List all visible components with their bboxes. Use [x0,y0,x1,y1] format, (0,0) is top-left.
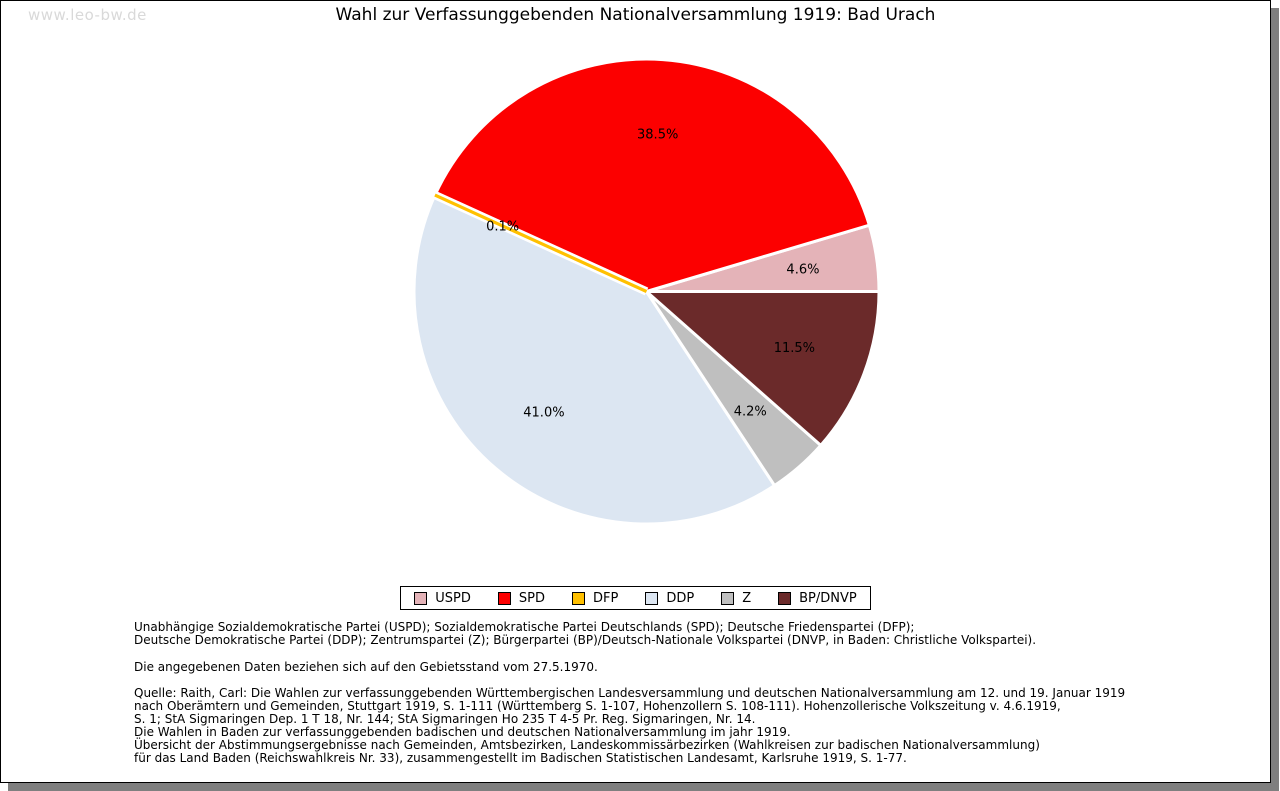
legend-label: DDP [666,590,695,606]
legend-item-Z: Z [721,591,751,606]
legend-label: DFP [593,590,619,606]
data-status-note: Die angegebenen Daten beziehen sich auf … [134,661,1230,674]
slice-percent-label-USPD: 4.6% [786,262,819,277]
legend-swatch-USPD [414,591,428,605]
watermark: www.leo-bw.de [28,6,147,24]
legend-swatch-Z [721,591,735,605]
pie-slice-BP-DNVP [645,290,881,447]
legend-label: BP/DNVP [799,590,857,606]
page-title: Wahl zur Verfassunggebenden Nationalvers… [335,5,936,25]
data-status-line: Die angegebenen Daten beziehen sich auf … [134,660,598,674]
legend-swatch-DFP [572,591,585,605]
legend-box: USPD SPD DFP DDP Z BP/DNVP [400,586,871,610]
legend-label: SPD [518,590,545,606]
slice-percent-label-DDP: 41.0% [523,405,564,420]
legend-swatch-SPD [497,591,511,605]
party-abbreviations-line2: Deutsche Demokratische Partei (DDP); Zen… [134,633,1037,647]
source-line: S. 1; StA Sigmaringen Dep. 1 T 18, Nr. 1… [134,712,756,726]
party-abbreviations-line1: Unabhängige Sozialdemokratische Partei (… [134,620,915,634]
slice-percent-label-DFP: 0.1% [486,219,519,234]
legend-swatch-DDP [645,591,659,605]
source-note: Quelle: Raith, Carl: Die Wahlen zur verf… [134,687,1230,765]
source-line: nach Oberämtern und Gemeinden, Stuttgart… [134,699,1061,713]
source-line: für das Land Baden (Reichswahlkreis Nr. … [134,751,907,765]
source-line: Übersicht der Abstimmungsergebnisse nach… [134,738,1040,752]
legend-item-DFP: DFP [572,591,618,606]
legend-label: USPD [435,590,471,606]
pie-chart: 4.6% 38.5% 0.1% 41.0% 4.2% 11.5% [412,57,881,526]
slice-percent-label-SPD: 38.5% [637,127,678,142]
slice-percent-label-Z: 4.2% [734,404,767,419]
legend-item-SPD: SPD [497,590,545,606]
pie-slice-DFP-sliver [434,193,648,293]
slice-percent-label-BP-DNVP: 11.5% [774,341,815,356]
legend-swatch-BP-DNVP [778,591,792,605]
party-abbreviations-note: Unabhängige Sozialdemokratische Partei (… [134,621,1230,647]
pie-slice-SPD [433,57,871,293]
source-line: Quelle: Raith, Carl: Die Wahlen zur verf… [134,686,1126,700]
legend-item-DDP: DDP [645,591,694,606]
legend-item-USPD: USPD [414,591,471,606]
legend: USPD SPD DFP DDP Z BP/DNVP [1,586,1270,610]
source-line: Die Wahlen in Baden zur verfassunggebend… [134,725,791,739]
legend-label: Z [742,590,752,606]
legend-item-BP-DNVP: BP/DNVP [778,591,857,606]
pie-slice-DDP [412,194,777,526]
